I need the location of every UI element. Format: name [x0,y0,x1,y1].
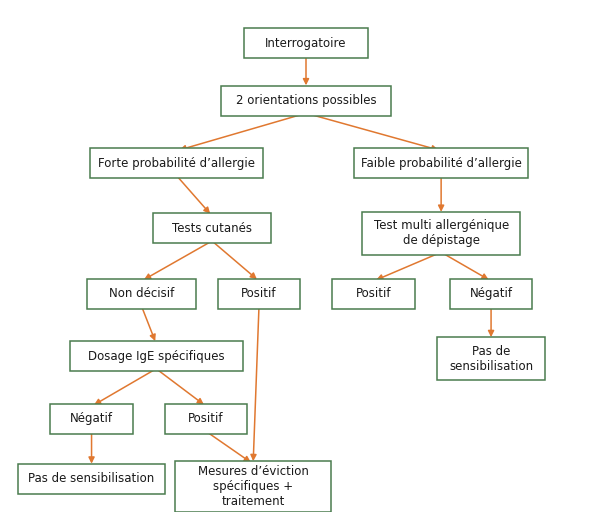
Text: Pas de sensibilisation: Pas de sensibilisation [28,472,155,485]
FancyBboxPatch shape [354,148,528,179]
Text: Négatif: Négatif [469,287,513,300]
Text: Négatif: Négatif [70,412,113,425]
Text: Mesures d’éviction
spécifiques +
traitement: Mesures d’éviction spécifiques + traitem… [198,465,308,508]
FancyBboxPatch shape [218,279,300,309]
FancyBboxPatch shape [90,148,263,179]
FancyBboxPatch shape [221,86,391,116]
Text: 2 orientations possibles: 2 orientations possibles [236,94,376,107]
Text: Positif: Positif [356,287,391,300]
Text: Positif: Positif [188,412,224,425]
FancyBboxPatch shape [175,461,331,512]
FancyBboxPatch shape [450,279,532,309]
FancyBboxPatch shape [153,213,271,243]
Text: Faible probabilité d’allergie: Faible probabilité d’allergie [360,157,521,170]
Text: Tests cutanés: Tests cutanés [172,222,252,235]
Text: Dosage IgE spécifiques: Dosage IgE spécifiques [88,350,225,363]
FancyBboxPatch shape [70,341,243,371]
Text: Test multi allergénique
de dépistage: Test multi allergénique de dépistage [373,219,509,247]
Text: Pas de
sensibilisation: Pas de sensibilisation [449,345,533,373]
FancyBboxPatch shape [18,464,165,494]
FancyBboxPatch shape [362,212,520,255]
FancyBboxPatch shape [87,279,196,309]
Text: Forte probabilité d’allergie: Forte probabilité d’allergie [99,157,255,170]
FancyBboxPatch shape [165,404,247,434]
FancyBboxPatch shape [332,279,415,309]
Text: Positif: Positif [241,287,277,300]
FancyBboxPatch shape [50,404,133,434]
Text: Non décisif: Non décisif [109,287,174,300]
FancyBboxPatch shape [244,28,368,58]
FancyBboxPatch shape [437,337,545,380]
Text: Interrogatoire: Interrogatoire [265,37,347,50]
